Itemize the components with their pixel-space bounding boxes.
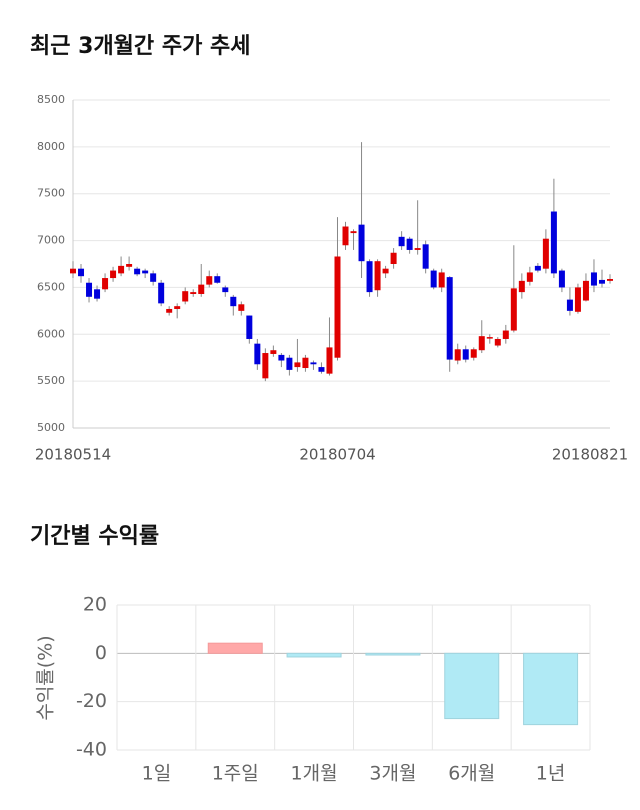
y-tick-label: -40 [76,739,107,761]
candle-body [94,289,101,299]
x-tick-label: 3개월 [369,763,416,785]
x-tick-label: 20180821 [552,446,628,464]
candle-body [574,287,581,312]
y-tick-label: 6500 [37,280,65,293]
candle-body [462,349,469,360]
bar [523,652,579,726]
candle-body [350,231,357,234]
chart-title: 최근 3개월간 주가 추세 [30,34,250,59]
candle-body [278,354,285,361]
candle-body [438,272,445,288]
candle-body [470,349,477,358]
candle-body [358,224,365,262]
candle-body [86,282,93,297]
candle-body [126,264,133,267]
candle-body [302,357,309,369]
candle-body [174,306,181,309]
candle-body [366,261,373,293]
chart-title: 기간별 수익률 [30,524,159,549]
x-tick-label: 1개월 [291,763,338,785]
candle-body [398,236,405,247]
x-tick-label: 1일 [142,763,172,785]
y-tick-label: 0 [95,642,107,664]
candle-body [566,299,573,311]
candle-body [542,238,549,269]
y-tick-label: 8000 [37,140,65,153]
y-tick-label: 7500 [37,187,65,200]
candle-body [510,288,517,331]
candle-body [390,252,397,264]
candle-body [422,244,429,269]
candle-body [318,367,325,372]
candle-body [534,265,541,271]
candle-body [142,270,149,274]
candle-body [198,284,205,294]
candle-body [334,256,341,358]
candle-body [246,315,253,339]
candle-body [582,280,589,301]
x-tick-label: 1주일 [212,763,259,785]
candle-body [526,272,533,282]
y-tick-label: -20 [76,690,107,712]
candle-body [286,357,293,370]
candle-body [430,270,437,288]
candle-body [590,272,597,286]
candle-body [494,338,501,346]
candle-body [190,292,197,294]
y-tick-label: 7000 [37,234,65,247]
candle-body [414,248,421,250]
y-tick-label: 20 [83,594,107,616]
candle-body [478,336,485,351]
candle-body [607,278,613,281]
bar [365,652,421,656]
candle-body [158,282,165,304]
candle-body [502,330,509,339]
candle-body [254,343,261,365]
y-tick-label: 5500 [37,374,65,387]
bar [286,652,342,658]
candle-body [70,268,76,274]
candle-body [558,270,565,288]
candle-body [374,261,381,291]
candle-body [166,308,173,313]
candle-body [454,349,461,361]
candle-body [102,278,109,290]
candle-body [326,347,333,374]
candle-body [446,277,453,360]
candle-body [134,268,141,275]
candle-body [222,287,229,293]
candle-body [238,304,245,311]
y-axis-label: 수익률(%) [35,635,57,720]
candle-body [118,265,125,274]
candle-body [270,350,277,354]
candle-body [406,238,413,250]
bar [207,642,263,654]
candle-body [550,211,557,274]
candle-body [206,276,213,285]
y-tick-label: 6000 [37,327,65,340]
x-tick-label: 20180514 [35,446,111,464]
y-tick-label: 8500 [37,93,65,106]
candle-body [150,273,157,282]
candle-body [182,291,189,302]
candle-body [78,268,85,277]
y-tick-label: 5000 [37,421,65,434]
candle-body [262,353,269,379]
x-tick-label: 20180704 [299,446,375,464]
candle-body [518,280,525,293]
candle-body [342,226,349,246]
candle-body [382,268,389,274]
bar [444,652,500,720]
x-tick-label: 6개월 [448,763,495,785]
candle-body [486,337,493,339]
candle-body [294,362,301,368]
x-tick-label: 1년 [536,763,566,785]
candle-body [214,276,221,283]
candle-body [110,270,117,279]
candle-body [598,279,605,284]
candle-body [310,362,317,365]
candle-body [230,296,237,307]
